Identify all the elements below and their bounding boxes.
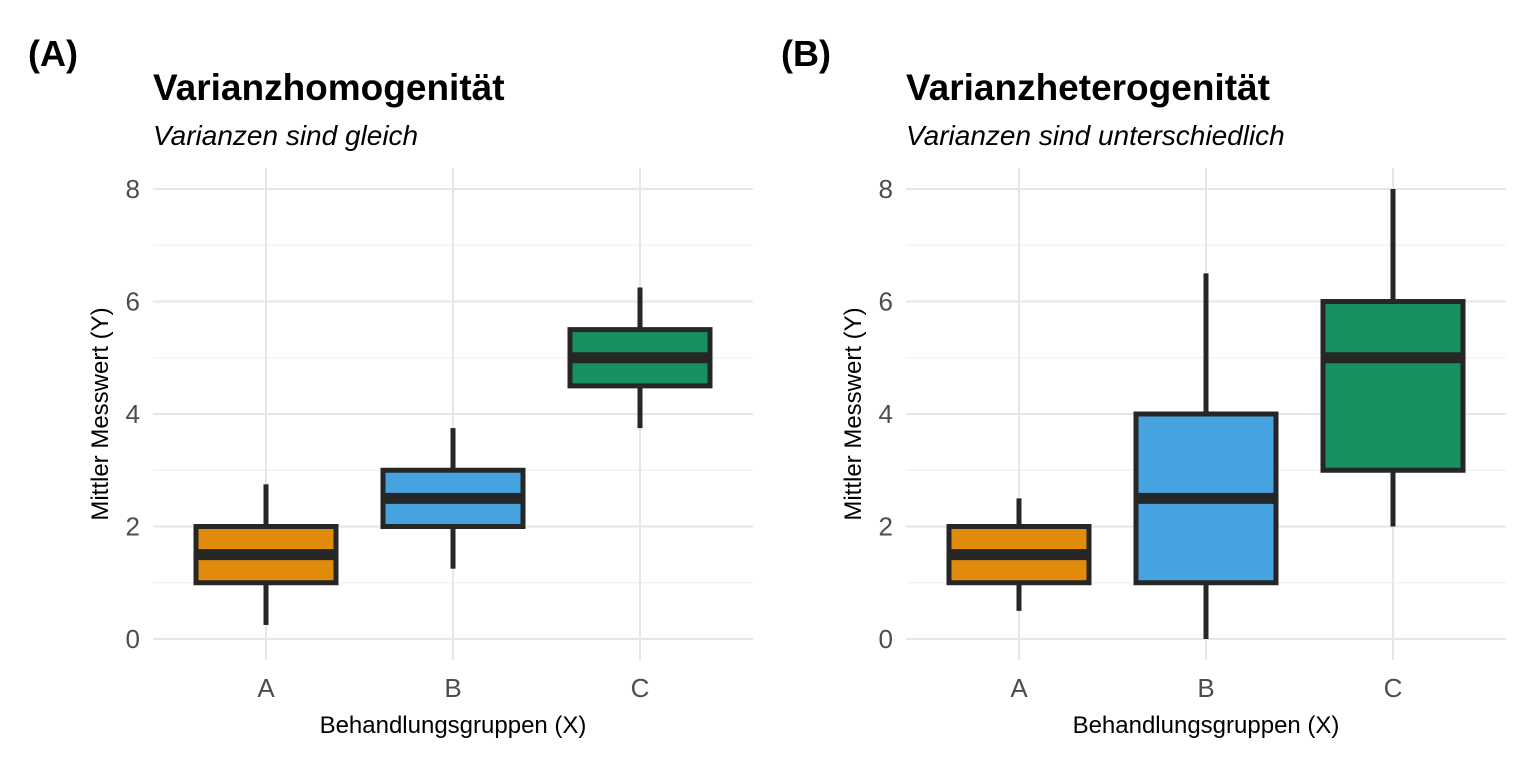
chart-title-a: Varianzhomogenität bbox=[153, 67, 505, 108]
x-tick-label-a-C: C bbox=[631, 673, 650, 703]
panel-tag-a: (A) bbox=[28, 33, 78, 74]
x-tick-label-b-A: A bbox=[1010, 673, 1028, 703]
box-a-C bbox=[567, 287, 713, 429]
chart-subtitle-a: Varianzen sind gleich bbox=[153, 120, 418, 151]
y-axis-label-b: Mittler Messwert (Y) bbox=[840, 307, 867, 520]
y-tick-label-a-8: 8 bbox=[126, 174, 140, 204]
x-axis-label-b: Behandlungsgruppen (X) bbox=[1073, 712, 1340, 739]
x-tick-label-b-C: C bbox=[1384, 673, 1403, 703]
y-tick-label-b-8: 8 bbox=[879, 174, 893, 204]
y-tick-label-b-0: 0 bbox=[879, 624, 893, 654]
chart-title-b: Varianzheterogenität bbox=[906, 67, 1270, 108]
chart-subtitle-b: Varianzen sind unterschiedlich bbox=[906, 120, 1285, 151]
y-tick-label-b-2: 2 bbox=[879, 512, 893, 542]
x-axis-label-a: Behandlungsgruppen (X) bbox=[320, 712, 587, 739]
y-tick-label-a-0: 0 bbox=[126, 624, 140, 654]
y-tick-label-b-6: 6 bbox=[879, 287, 893, 317]
panel-tag-b: (B) bbox=[781, 33, 831, 74]
x-tick-label-b-B: B bbox=[1197, 673, 1214, 703]
y-axis-label-a: Mittler Messwert (Y) bbox=[87, 307, 114, 520]
y-tick-label-a-6: 6 bbox=[126, 287, 140, 317]
x-tick-label-a-A: A bbox=[257, 673, 275, 703]
box-a-B bbox=[380, 428, 526, 569]
box-b-C bbox=[1320, 189, 1466, 527]
x-tick-label-a-B: B bbox=[444, 673, 461, 703]
box-b-A bbox=[946, 498, 1092, 611]
plot-area-b: 0 2 4 6 8 A B C bbox=[879, 168, 1506, 703]
y-tick-label-a-2: 2 bbox=[126, 512, 140, 542]
box-b-B bbox=[1133, 273, 1279, 639]
y-tick-label-a-4: 4 bbox=[126, 399, 140, 429]
y-tick-label-b-4: 4 bbox=[879, 399, 893, 429]
box-body-b-C bbox=[1320, 299, 1466, 473]
plot-area-a: 0 2 4 6 8 A B C bbox=[126, 168, 753, 703]
box-a-A bbox=[193, 484, 339, 625]
